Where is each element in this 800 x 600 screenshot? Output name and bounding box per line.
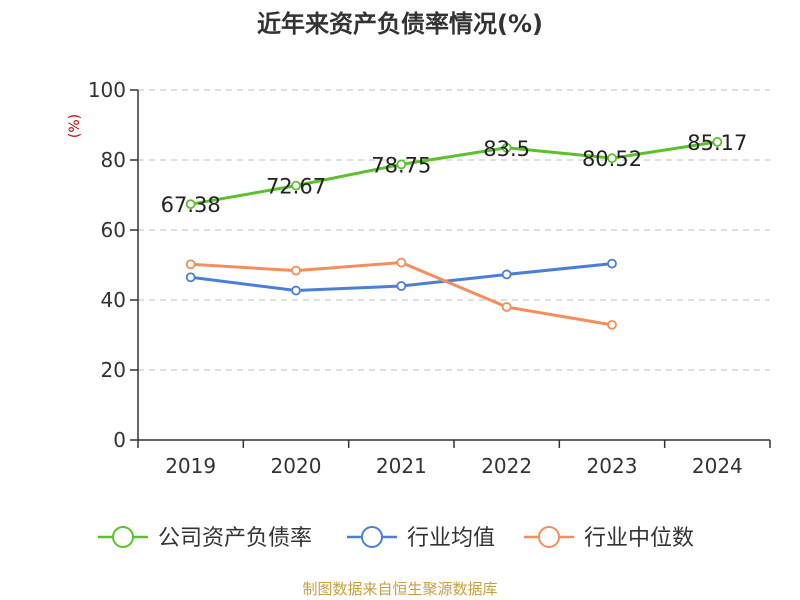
x-tick-label: 2024 bbox=[692, 454, 743, 478]
data-point bbox=[291, 285, 301, 296]
x-tick-label: 2019 bbox=[165, 454, 216, 478]
x-tick-label: 2020 bbox=[271, 454, 322, 478]
legend-swatch-marker bbox=[538, 526, 560, 548]
y-tick-label: 80 bbox=[101, 148, 126, 172]
data-label: 72.67 bbox=[266, 175, 326, 199]
data-point bbox=[396, 159, 407, 170]
data-point bbox=[607, 258, 617, 269]
series-layer bbox=[185, 137, 723, 330]
data-point bbox=[607, 319, 617, 330]
data-point bbox=[185, 259, 196, 270]
series-line bbox=[190, 140, 718, 206]
x-tick-label: 2022 bbox=[481, 454, 532, 478]
legend-swatch-marker bbox=[112, 526, 134, 548]
data-point bbox=[185, 272, 196, 283]
data-point bbox=[291, 180, 301, 191]
data-point bbox=[396, 257, 407, 268]
legend-label: 行业中位数 bbox=[584, 526, 694, 551]
data-point bbox=[501, 302, 512, 312]
legend-label: 公司资产负债率 bbox=[158, 526, 312, 551]
data-label: 83.5 bbox=[483, 137, 530, 161]
x-tick-labels: 2019 2020 2021 2022 2023 2024 bbox=[165, 454, 743, 478]
data-point bbox=[291, 265, 301, 276]
series-line bbox=[190, 261, 613, 327]
data-point bbox=[501, 269, 512, 280]
data-point bbox=[712, 137, 723, 147]
data-label: 67.38 bbox=[161, 193, 221, 217]
data-point bbox=[501, 142, 512, 153]
x-tick-label: 2021 bbox=[376, 454, 427, 478]
y-tick-label: 0 bbox=[113, 428, 126, 452]
y-tick-label: 40 bbox=[101, 288, 126, 312]
y-tick-label: 20 bbox=[101, 358, 126, 382]
legend-label: 行业均值 bbox=[407, 526, 495, 551]
data-point bbox=[396, 281, 407, 291]
gridlines bbox=[138, 89, 770, 371]
data-label: 78.75 bbox=[371, 153, 431, 177]
data-label: 85.17 bbox=[687, 131, 747, 155]
y-tick-labels: 0 20 40 60 80 100 bbox=[88, 78, 126, 452]
data-point bbox=[607, 153, 617, 164]
y-axis-unit: (%) bbox=[67, 114, 83, 138]
data-point bbox=[185, 199, 196, 210]
source-note: 制图数据来自恒生聚源数据库 bbox=[302, 580, 497, 598]
axes bbox=[130, 89, 771, 448]
legend-swatch-marker bbox=[361, 526, 383, 548]
y-tick-label: 60 bbox=[101, 218, 126, 242]
y-tick-label: 100 bbox=[88, 78, 126, 102]
data-labels: 67.38 72.67 78.75 83.5 80.52 85.17 bbox=[161, 131, 748, 217]
data-label: 80.52 bbox=[582, 147, 642, 171]
legend[interactable]: 公司资产负债率 行业均值 行业中位数 bbox=[98, 526, 694, 551]
x-tick-label: 2023 bbox=[587, 454, 638, 478]
chart-title: 近年来资产负债率情况(%) bbox=[257, 10, 543, 38]
